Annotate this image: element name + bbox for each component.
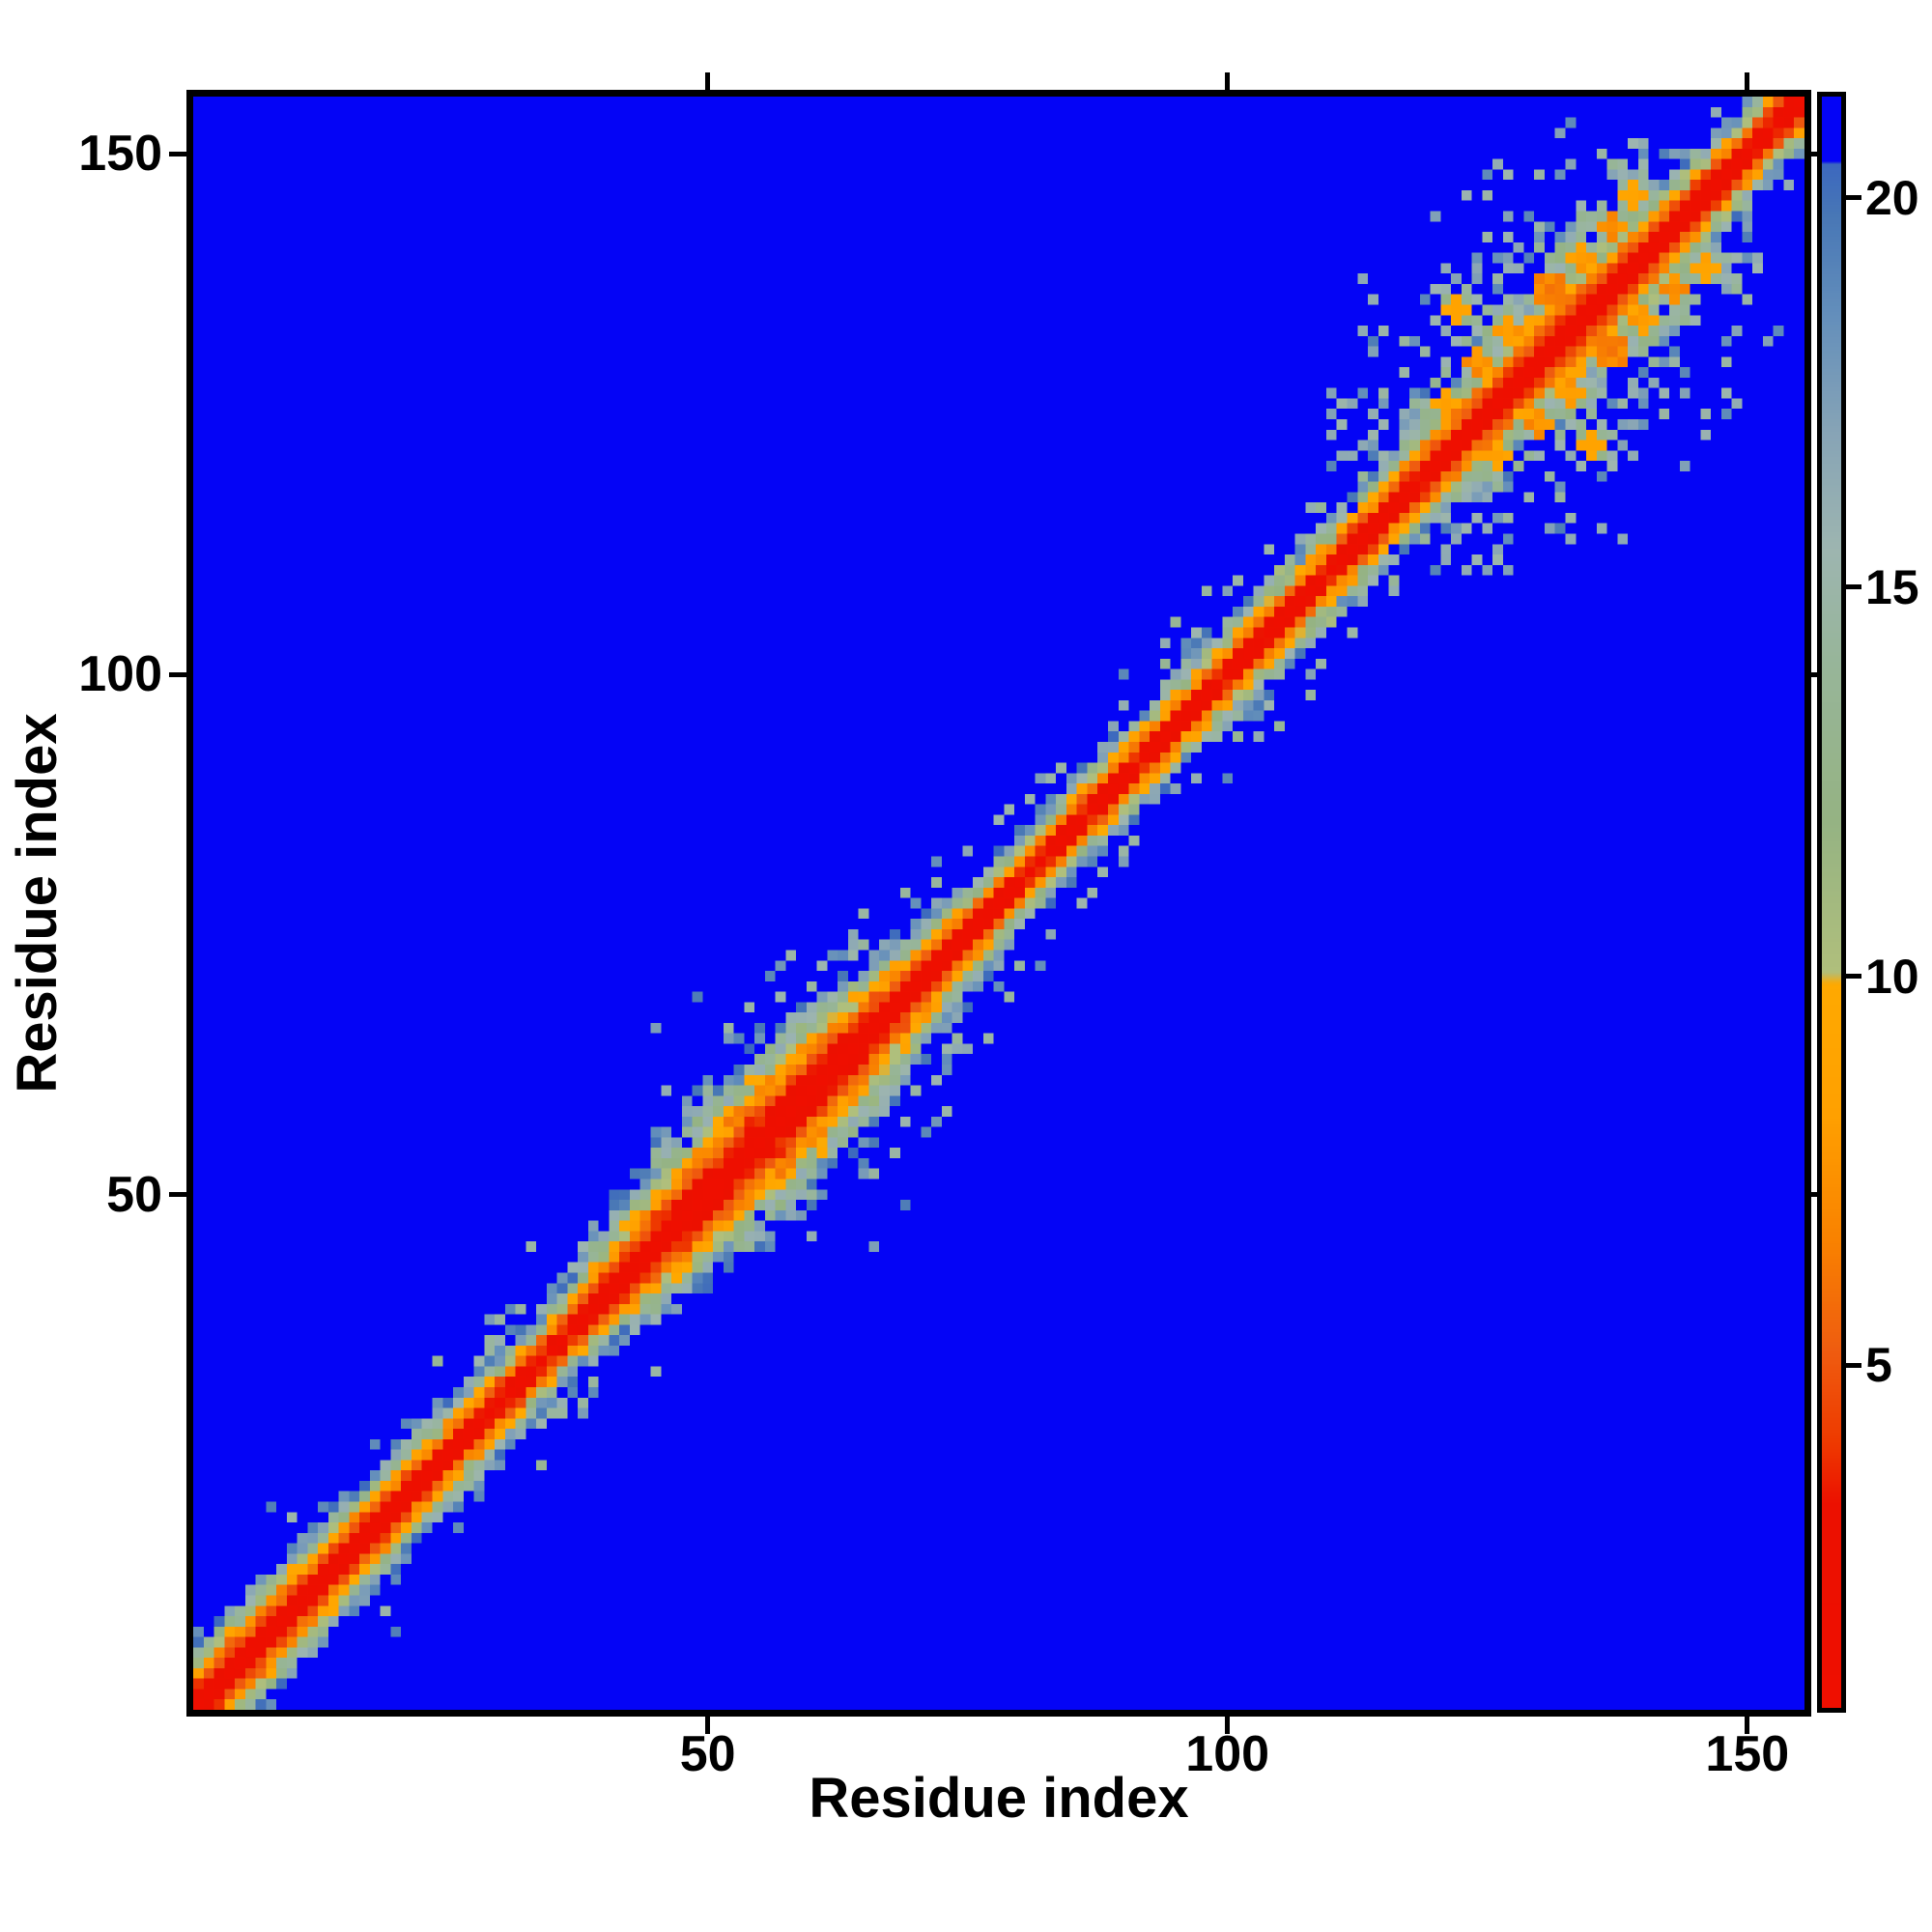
x-tick-mark xyxy=(705,1717,711,1734)
x-axis-label: Residue index xyxy=(809,1767,1189,1830)
y-tick-label: 100 xyxy=(78,646,162,702)
colorbar-tick-label: 20 xyxy=(1865,170,1919,225)
x-tick-mark xyxy=(1225,1717,1231,1734)
x-tick-mark xyxy=(1745,1717,1750,1734)
y-tick-label: 150 xyxy=(78,126,162,183)
y-tick-mark xyxy=(169,1192,186,1198)
y-tick-mark xyxy=(169,151,186,156)
x-tick-label: 100 xyxy=(1185,1726,1270,1782)
x-tick-mark-top xyxy=(1745,72,1750,90)
colorbar-tick-mark xyxy=(1846,974,1861,980)
colorbar xyxy=(1817,92,1846,1713)
x-tick-label: 150 xyxy=(1705,1726,1790,1782)
y-tick-mark xyxy=(169,671,186,677)
colorbar-tick-mark xyxy=(1846,1362,1861,1368)
y-axis-label: Residue index xyxy=(6,713,69,1094)
colorbar-tick-mark xyxy=(1846,195,1861,201)
x-tick-label: 50 xyxy=(679,1726,736,1782)
colorbar-tick-label: 5 xyxy=(1865,1338,1892,1393)
x-tick-mark-top xyxy=(1225,72,1231,90)
plot-area xyxy=(186,90,1811,1717)
colorbar-tick-label: 15 xyxy=(1865,559,1919,614)
colorbar-gradient xyxy=(1822,97,1841,1708)
y-tick-label: 50 xyxy=(106,1166,162,1223)
heatmap-canvas xyxy=(193,97,1804,1710)
colorbar-tick-mark xyxy=(1846,584,1861,590)
x-tick-mark-top xyxy=(705,72,711,90)
colorbar-tick-label: 10 xyxy=(1865,949,1919,1004)
